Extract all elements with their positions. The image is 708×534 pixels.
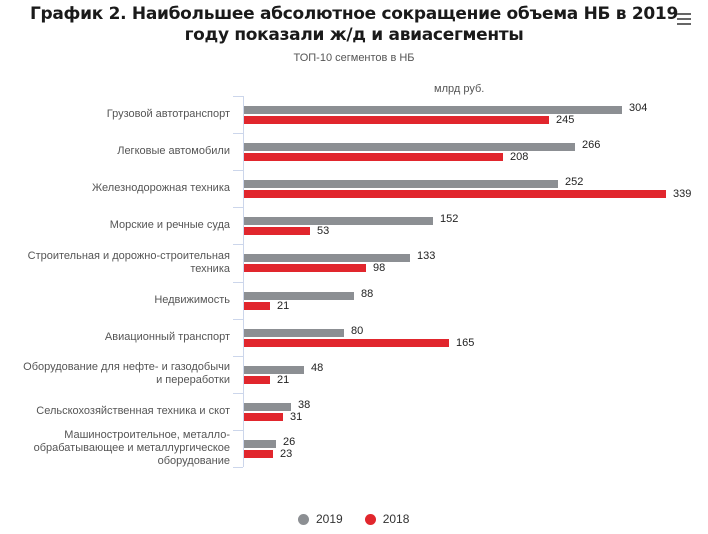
legend-label: 2018 <box>382 512 410 526</box>
menu-bar <box>677 23 691 25</box>
legend-label: 2019 <box>316 512 343 526</box>
chart-subtitle: ТОП-10 сегментов в НБ <box>293 52 415 64</box>
category-label: Недвижимость <box>0 294 230 307</box>
menu-bar <box>677 13 691 15</box>
bar-2019[interactable] <box>244 366 304 374</box>
category-label: Легковые автомобили <box>0 145 230 158</box>
hamburger-menu-icon[interactable] <box>677 13 691 25</box>
bar-2019[interactable] <box>244 292 354 300</box>
category-label-line: Оборудование для нефте- и газодобычи <box>23 361 230 373</box>
data-label-2018: 98 <box>373 262 386 274</box>
legend-item-2019[interactable]: 2019 <box>298 512 343 526</box>
data-label-2018: 23 <box>280 448 293 460</box>
bar-2018[interactable] <box>244 450 273 458</box>
axis-unit-label: млрд руб. <box>434 83 485 95</box>
bar-2019[interactable] <box>244 329 344 337</box>
bar-2019[interactable] <box>244 440 276 448</box>
category-label-line: Железнодорожная техника <box>92 182 230 194</box>
category-label-line: Машиностроительное, металло- <box>64 429 230 441</box>
legend-dot-2018-icon <box>364 513 376 525</box>
bar-2018[interactable] <box>244 153 503 161</box>
axis-tick <box>233 133 243 134</box>
bar-2019[interactable] <box>244 254 410 262</box>
category-label-line: Сельскохозяйственная техника и скот <box>36 405 230 417</box>
category-label: Авиационный транспорт <box>0 331 230 344</box>
category-label: Строительная и дорожно-строительная техни… <box>0 250 230 276</box>
data-label-2018: 31 <box>290 411 303 423</box>
data-label-2019: 133 <box>417 250 436 262</box>
axis-tick <box>233 393 243 394</box>
bar-2018[interactable] <box>244 339 449 347</box>
data-label-2019: 26 <box>283 436 296 448</box>
chart-title-line-2: году показали ж/д и авиасегменты <box>184 25 524 45</box>
axis-tick <box>233 244 243 245</box>
data-label-2018: 53 <box>317 225 330 237</box>
bar-2018[interactable] <box>244 264 366 272</box>
chart-title-line-1: График 2. Наибольшее абсолютное сокращен… <box>29 4 678 24</box>
category-label: Железнодорожная техника <box>0 182 230 195</box>
bar-2019[interactable] <box>244 106 622 114</box>
bar-2019[interactable] <box>244 217 433 225</box>
category-label: Машиностроительное, металло-обрабатывающ… <box>0 429 230 468</box>
category-axis-line <box>243 96 244 467</box>
bar-2019[interactable] <box>244 180 558 188</box>
data-label-2018: 21 <box>277 300 290 312</box>
data-label-2018: 339 <box>673 188 692 200</box>
category-label-line: Недвижимость <box>154 294 230 306</box>
bar-2018[interactable] <box>244 376 270 384</box>
category-label-line: Авиационный транспорт <box>104 331 230 343</box>
chart-title: График 2. Наибольшее абсолютное сокращен… <box>0 4 708 46</box>
data-label-2019: 266 <box>582 139 601 151</box>
axis-tick <box>233 467 243 468</box>
legend-item-2018[interactable]: 2018 <box>364 512 410 526</box>
data-label-2019: 152 <box>440 213 459 225</box>
category-label-line: оборудование <box>157 455 230 467</box>
axis-tick <box>233 282 243 283</box>
category-label: Оборудование для нефте- и газодобычи и пе… <box>0 361 230 387</box>
data-label-2019: 304 <box>629 102 648 114</box>
data-label-2019: 80 <box>351 325 364 337</box>
category-label-line: Грузовой автотранспорт <box>106 108 230 120</box>
bar-2018[interactable] <box>244 116 549 124</box>
category-label: Грузовой автотранспорт <box>0 108 230 121</box>
data-label-2019: 88 <box>361 288 374 300</box>
menu-bar <box>677 18 691 20</box>
axis-tick <box>233 96 243 97</box>
data-label-2019: 252 <box>565 176 584 188</box>
category-label-line: Морские и речные суда <box>109 219 230 231</box>
data-label-2018: 245 <box>556 114 575 126</box>
data-label-2018: 21 <box>277 374 290 386</box>
category-label-line: обрабатывающее и металлургическое <box>33 442 230 454</box>
axis-tick <box>233 319 243 320</box>
legend-dot-2019-icon <box>298 513 309 525</box>
data-label-2018: 208 <box>510 151 529 163</box>
bar-2018[interactable] <box>244 413 283 421</box>
axis-tick <box>233 207 243 208</box>
axis-tick <box>233 430 243 431</box>
data-label-2019: 48 <box>311 362 324 374</box>
bar-2018[interactable] <box>244 302 270 310</box>
category-label-line: и переработки <box>156 374 230 386</box>
bar-2019[interactable] <box>244 143 575 151</box>
category-label-line: Строительная и дорожно-строительная <box>27 250 230 262</box>
data-label-2019: 38 <box>298 399 311 411</box>
category-label: Морские и речные суда <box>0 219 230 232</box>
bar-2019[interactable] <box>244 403 291 411</box>
bar-2018[interactable] <box>244 190 666 198</box>
bar-2018[interactable] <box>244 227 310 235</box>
legend: 2019 2018 <box>298 512 431 526</box>
category-label-line: техника <box>190 263 230 275</box>
category-label: Сельскохозяйственная техника и скот <box>0 405 230 418</box>
axis-tick <box>233 356 243 357</box>
axis-tick <box>233 170 243 171</box>
category-label-line: Легковые автомобили <box>117 145 230 157</box>
data-label-2018: 165 <box>456 337 475 349</box>
